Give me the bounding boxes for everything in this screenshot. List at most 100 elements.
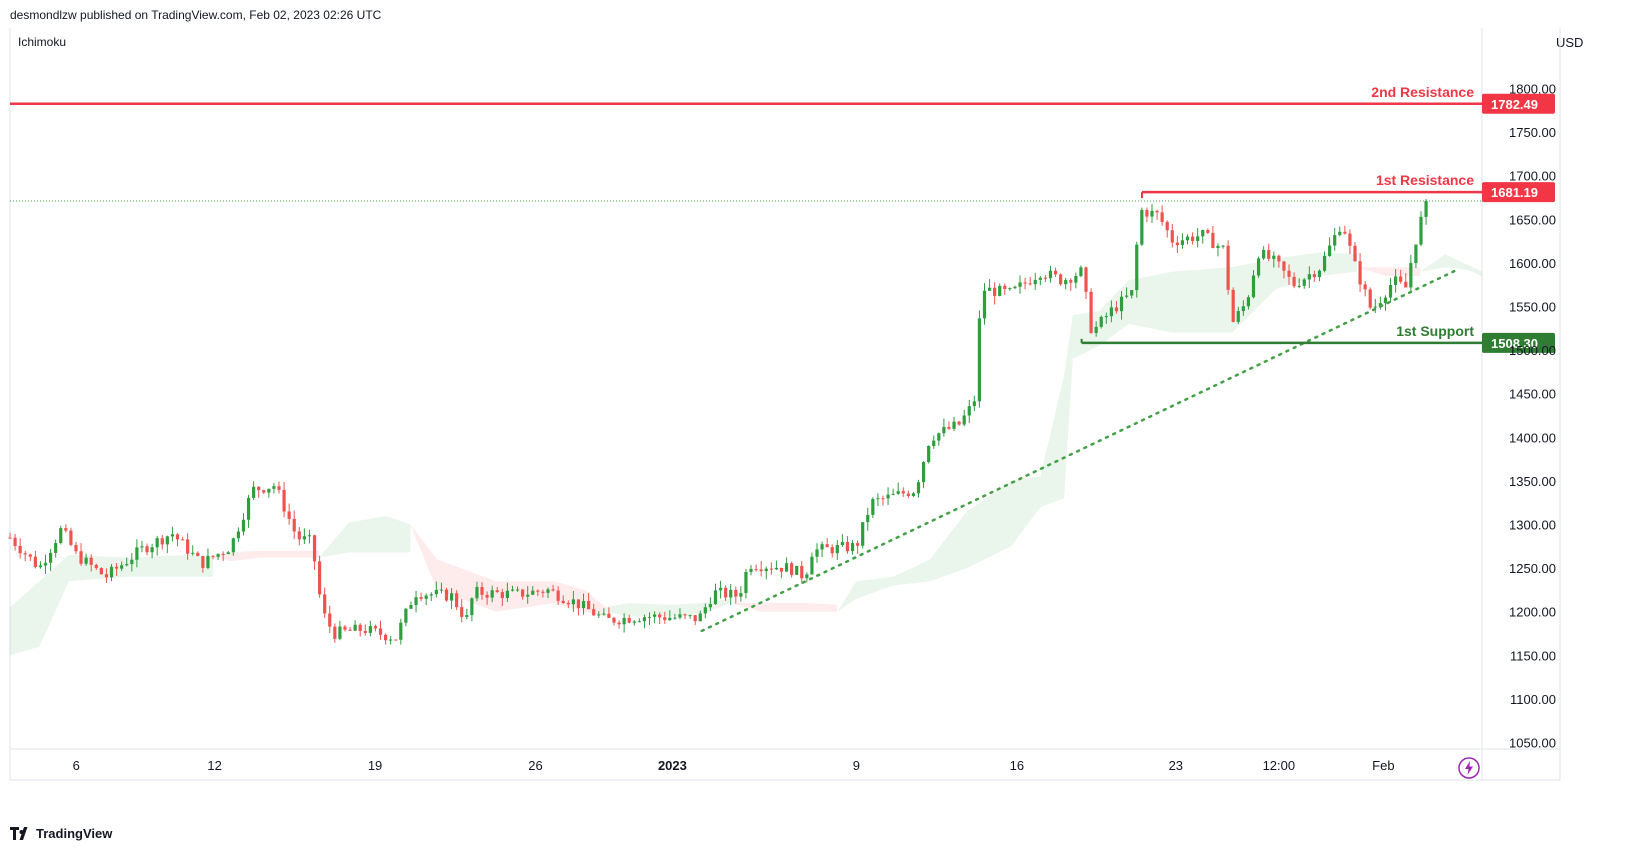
candle-body <box>840 541 844 546</box>
cloud-bearish <box>410 524 607 617</box>
candle-body <box>1013 286 1017 289</box>
candle-body <box>668 617 672 621</box>
cloud-bullish <box>10 555 214 656</box>
candle-body <box>54 543 58 553</box>
candle-body <box>1211 232 1215 249</box>
candle-body <box>312 535 317 562</box>
cloud-bearish <box>731 603 838 612</box>
candle-body <box>1328 245 1332 256</box>
candle-body <box>830 547 834 554</box>
lightning-icon[interactable] <box>1457 756 1481 780</box>
candle-body <box>911 493 916 496</box>
candle-body <box>866 514 870 523</box>
candle-body <box>1246 297 1251 307</box>
candle-body <box>343 626 347 630</box>
candle-body <box>1196 236 1200 242</box>
level-name-2: 1st Support <box>1396 323 1474 339</box>
candle-body <box>1317 270 1322 278</box>
candle-body <box>475 587 479 599</box>
candle-body <box>439 589 444 591</box>
candle-body <box>252 486 256 498</box>
candle-body <box>297 531 301 540</box>
candle-body <box>292 518 296 532</box>
y-tick-label: 1150.00 <box>1510 648 1556 663</box>
candle-body <box>856 543 860 546</box>
candle-body <box>952 421 956 429</box>
candle-body <box>921 462 926 483</box>
candle-body <box>196 552 200 557</box>
level-name-0: 2nd Resistance <box>1371 84 1474 100</box>
candle-body <box>795 565 799 575</box>
candle-body <box>1170 230 1174 243</box>
candle-body <box>1201 230 1205 237</box>
candle-body <box>333 626 337 639</box>
candle-body <box>277 486 281 490</box>
candle-body <box>1388 284 1393 298</box>
candle-body <box>658 614 662 618</box>
candle-body <box>201 556 205 568</box>
candle-body <box>739 593 743 597</box>
candle-body <box>510 589 515 591</box>
candle-body <box>1206 230 1210 233</box>
candle-body <box>1119 296 1124 312</box>
candle-body <box>378 628 383 635</box>
candle-body <box>64 528 68 531</box>
candle-body <box>815 549 819 557</box>
support-trendline <box>700 268 1459 633</box>
candle-body <box>49 552 53 563</box>
candle-body <box>1038 277 1042 280</box>
candle-body <box>94 564 98 568</box>
candle-body <box>1216 245 1220 249</box>
candle-body <box>810 556 814 575</box>
candle-body <box>84 557 88 564</box>
candle-body <box>434 589 438 595</box>
candle-body <box>130 559 134 565</box>
candle-body <box>226 552 230 555</box>
candle-body <box>8 537 12 539</box>
candle-body <box>769 568 773 570</box>
candle-body <box>820 544 824 550</box>
level-badge-1 <box>1482 182 1555 203</box>
footer-brand: TradingView <box>36 826 113 841</box>
candle-body <box>916 482 921 494</box>
candle-body <box>480 587 484 595</box>
candle-body <box>449 593 454 601</box>
candle-body <box>505 590 509 599</box>
candle-body <box>1302 279 1306 286</box>
y-tick-label: 1650.00 <box>1509 212 1556 227</box>
candle-body <box>1059 274 1063 285</box>
candle-body <box>683 614 687 616</box>
candle-body <box>1180 240 1185 246</box>
candle-body <box>236 531 240 539</box>
candle-body <box>592 609 596 616</box>
candle-body <box>246 497 251 520</box>
candle-body <box>617 622 621 625</box>
candle-body <box>825 544 829 548</box>
candle-body <box>1277 255 1281 262</box>
x-tick-label: 26 <box>528 758 542 773</box>
candle-body <box>937 433 941 441</box>
candle-body <box>444 589 449 601</box>
candle-body <box>1043 277 1048 279</box>
candle-body <box>881 498 885 500</box>
time-axis: 6 12 19 26 2023 9 16 23 12:00 Feb <box>73 758 1395 773</box>
candle-body <box>1079 267 1083 276</box>
candle-body <box>708 604 713 608</box>
candle-body <box>754 568 758 570</box>
candle-body <box>1404 281 1408 288</box>
candle-body <box>1003 285 1007 290</box>
candle-body <box>871 499 875 515</box>
candle-body <box>663 617 667 621</box>
candle-body <box>942 426 946 434</box>
candle-body <box>1373 306 1377 308</box>
indicator-label[interactable]: Ichimoku <box>18 35 67 49</box>
candle-body <box>323 594 327 614</box>
y-tick-label: 1750.00 <box>1509 125 1556 140</box>
candle-body <box>175 534 180 540</box>
candle-body <box>1267 250 1271 259</box>
candle-body <box>1338 231 1342 236</box>
candle-body <box>74 544 78 552</box>
y-tick-label: 1700.00 <box>1509 169 1556 184</box>
candle-body <box>348 629 352 631</box>
